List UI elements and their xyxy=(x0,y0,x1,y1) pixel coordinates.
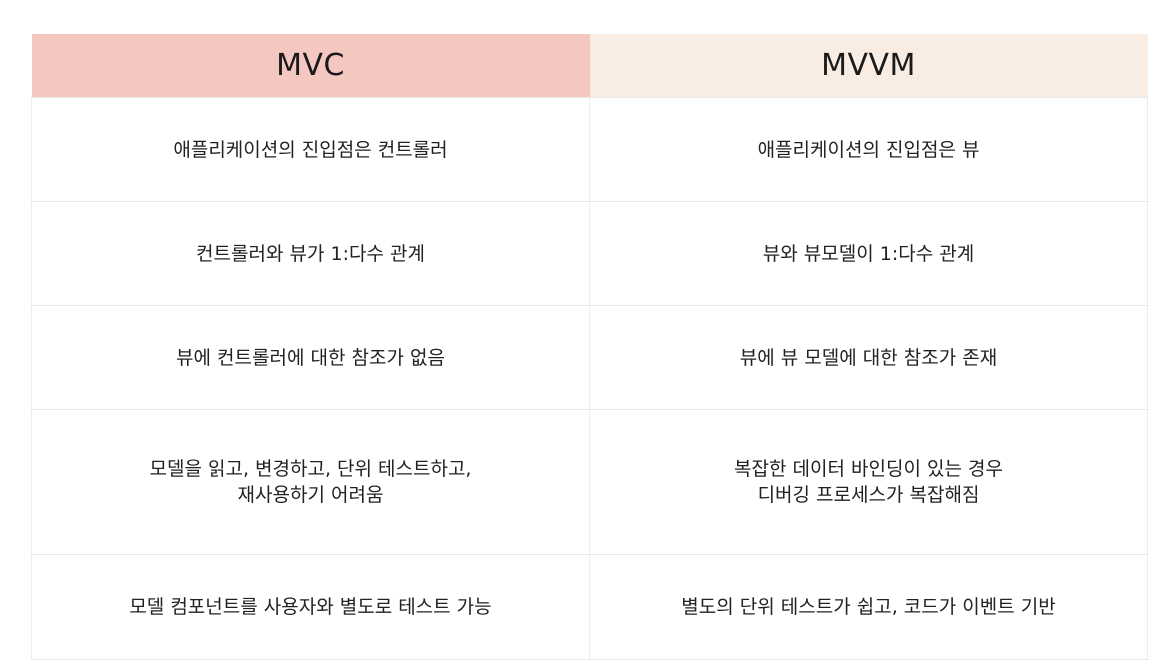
table-row: 모델 컴포넌트를 사용자와 별도로 테스트 가능 별도의 단위 테스트가 쉽고,… xyxy=(31,554,1148,660)
cell-text: 컨트롤러와 뷰가 1:다수 관계 xyxy=(196,242,425,265)
cell-text: 모델 컴포넌트를 사용자와 별도로 테스트 가능 xyxy=(129,596,492,618)
table-row: 모델을 읽고, 변경하고, 단위 테스트하고, 재사용하기 어려움 복잡한 데이… xyxy=(31,409,1148,555)
header-mvc: MVC xyxy=(31,34,590,98)
table-header-row: MVC MVVM xyxy=(31,34,1148,98)
cell-text: 뷰에 컨트롤러에 대한 참조가 없음 xyxy=(176,346,445,369)
mvc-cell-reference: 뷰에 컨트롤러에 대한 참조가 없음 xyxy=(31,305,590,410)
mvvm-cell-reference: 뷰에 뷰 모델에 대한 참조가 존재 xyxy=(589,305,1148,410)
table-row: 뷰에 컨트롤러에 대한 참조가 없음 뷰에 뷰 모델에 대한 참조가 존재 xyxy=(31,305,1148,410)
cell-text: 별도의 단위 테스트가 쉽고, 코드가 이벤트 기반 xyxy=(681,596,1056,618)
table-row: 애플리케이션의 진입점은 컨트롤러 애플리케이션의 진입점은 뷰 xyxy=(31,97,1148,202)
cell-text-line-2: 디버깅 프로세스가 복잡해짐 xyxy=(757,484,980,506)
header-mvvm: MVVM xyxy=(589,34,1148,98)
cell-text: 뷰와 뷰모델이 1:다수 관계 xyxy=(762,242,975,265)
mvvm-cell-entry-point: 애플리케이션의 진입점은 뷰 xyxy=(589,97,1148,202)
mvc-cell-testing: 모델 컴포넌트를 사용자와 별도로 테스트 가능 xyxy=(31,554,590,660)
table-row: 컨트롤러와 뷰가 1:다수 관계 뷰와 뷰모델이 1:다수 관계 xyxy=(31,201,1148,306)
cell-text-line-1: 복잡한 데이터 바인딩이 있는 경우 xyxy=(734,458,1003,480)
cell-text: 애플리케이션의 진입점은 컨트롤러 xyxy=(173,138,448,161)
cell-text-line-1: 모델을 읽고, 변경하고, 단위 테스트하고, xyxy=(149,458,472,480)
mvc-vs-mvvm-table: MVC MVVM 애플리케이션의 진입점은 컨트롤러 애플리케이션의 진입점은 … xyxy=(31,34,1148,660)
mvvm-cell-testing: 별도의 단위 테스트가 쉽고, 코드가 이벤트 기반 xyxy=(589,554,1148,660)
mvc-cell-drawback: 모델을 읽고, 변경하고, 단위 테스트하고, 재사용하기 어려움 xyxy=(31,409,590,555)
cell-text: 애플리케이션의 진입점은 뷰 xyxy=(757,138,980,161)
mvc-cell-entry-point: 애플리케이션의 진입점은 컨트롤러 xyxy=(31,97,590,202)
mvvm-cell-relationship: 뷰와 뷰모델이 1:다수 관계 xyxy=(589,201,1148,306)
mvvm-cell-drawback: 복잡한 데이터 바인딩이 있는 경우 디버깅 프로세스가 복잡해짐 xyxy=(589,409,1148,555)
mvc-cell-relationship: 컨트롤러와 뷰가 1:다수 관계 xyxy=(31,201,590,306)
cell-text-line-2: 재사용하기 어려움 xyxy=(237,484,384,506)
cell-text: 뷰에 뷰 모델에 대한 참조가 존재 xyxy=(739,346,998,369)
